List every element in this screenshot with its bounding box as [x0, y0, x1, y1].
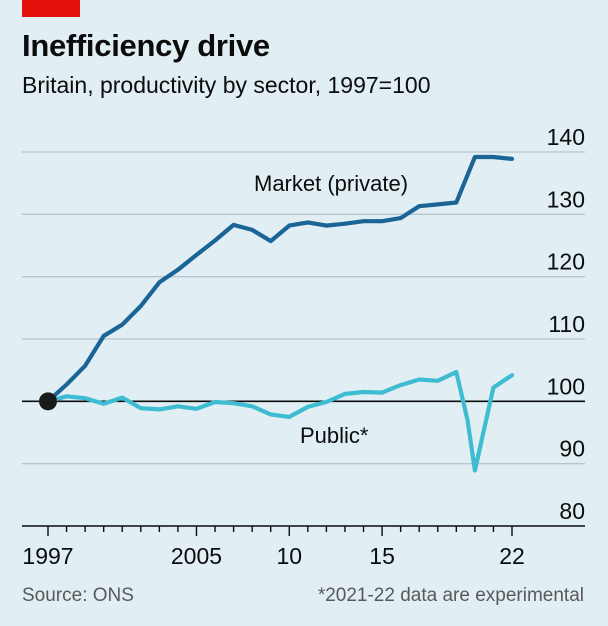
series-line-market — [45, 154, 515, 404]
economist-red-tag — [22, 0, 80, 17]
chart-subtitle: Britain, productivity by sector, 1997=10… — [22, 72, 431, 98]
y-axis-tick-labels: 80 90 100 110 120 130 140 — [547, 124, 585, 524]
series-label-public: Public* — [300, 423, 369, 448]
x-tick-label-2010: 10 — [276, 543, 302, 569]
y-tick-label-100: 100 — [547, 373, 585, 399]
y-tick-label-130: 130 — [547, 186, 585, 212]
series-lines — [39, 154, 515, 473]
x-axis-tick-labels: 1997 2005 10 15 22 — [22, 543, 524, 569]
x-tick-label-2022: 22 — [499, 543, 525, 569]
footnote: *2021-22 data are experimental — [317, 585, 584, 606]
y-tick-label-80: 80 — [559, 498, 585, 524]
y-tick-label-140: 140 — [547, 124, 585, 150]
y-tick-label-120: 120 — [547, 249, 585, 275]
x-axis — [22, 525, 585, 536]
y-tick-label-110: 110 — [548, 311, 585, 337]
gridlines — [22, 151, 585, 465]
x-tick-label-2005: 2005 — [171, 543, 222, 569]
chart-title: Inefficiency drive — [22, 28, 270, 63]
series-label-market: Market (private) — [254, 171, 408, 196]
source-note: Source: ONS — [22, 585, 134, 606]
x-tick-label-2015: 15 — [369, 543, 395, 569]
base-year-marker — [39, 392, 57, 411]
x-tick-label-1997: 1997 — [22, 543, 73, 569]
series-labels: Market (private) Public* — [254, 171, 408, 448]
series-line-public — [45, 369, 515, 473]
y-tick-label-90: 90 — [559, 436, 585, 462]
